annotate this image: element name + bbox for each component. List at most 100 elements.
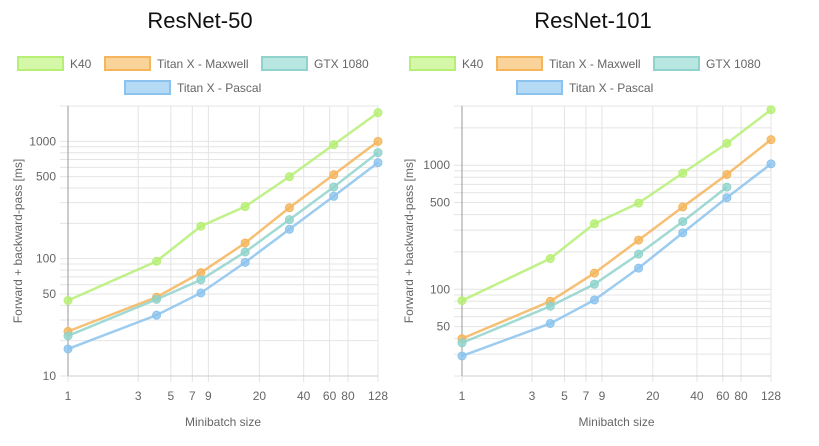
- legend-item[interactable]: GTX 1080: [653, 56, 761, 71]
- data-point[interactable]: [196, 288, 206, 298]
- data-point[interactable]: [545, 301, 555, 311]
- legend-label: GTX 1080: [314, 57, 369, 71]
- x-tick-label: 5: [167, 389, 174, 403]
- data-point[interactable]: [766, 135, 776, 145]
- legend-item[interactable]: GTX 1080: [261, 56, 369, 71]
- data-point[interactable]: [284, 215, 294, 225]
- x-tick-label: 1: [65, 389, 72, 403]
- legend-swatch: [653, 56, 700, 71]
- data-point[interactable]: [373, 158, 383, 168]
- legend-item[interactable]: Titan X - Pascal: [124, 80, 261, 95]
- data-point[interactable]: [722, 138, 732, 148]
- legend-item[interactable]: K40: [17, 56, 92, 71]
- data-point[interactable]: [589, 295, 599, 305]
- data-point[interactable]: [152, 310, 162, 320]
- data-point[interactable]: [589, 268, 599, 278]
- data-point[interactable]: [152, 294, 162, 304]
- x-tick-label: 7: [583, 389, 590, 403]
- x-tick-label: 1: [459, 389, 466, 403]
- data-point[interactable]: [373, 108, 383, 118]
- series-titan-x-maxwell: [457, 135, 776, 344]
- legend-item[interactable]: Titan X - Pascal: [516, 80, 653, 95]
- data-point[interactable]: [152, 256, 162, 266]
- data-point[interactable]: [373, 148, 383, 158]
- data-point[interactable]: [634, 263, 644, 273]
- data-point[interactable]: [240, 257, 250, 267]
- series-gtx-1080: [457, 182, 732, 348]
- data-point[interactable]: [678, 168, 688, 178]
- x-tick-label: 128: [368, 389, 388, 403]
- legend-label: Titan X - Maxwell: [549, 57, 641, 71]
- data-point[interactable]: [329, 140, 339, 150]
- gridlines: [60, 105, 379, 382]
- data-point[interactable]: [373, 136, 383, 146]
- x-tick-label: 5: [561, 389, 568, 403]
- data-point[interactable]: [240, 238, 250, 248]
- legend-swatch: [17, 56, 64, 71]
- series-titan-x-pascal: [63, 158, 383, 354]
- y-tick-label: 500: [430, 196, 450, 210]
- data-point[interactable]: [766, 105, 776, 115]
- y-tick-label: 1000: [423, 158, 450, 172]
- legend-swatch: [124, 80, 171, 95]
- data-point[interactable]: [240, 202, 250, 212]
- series-line: [461, 108, 772, 302]
- data-point[interactable]: [329, 170, 339, 180]
- legend-swatch: [104, 56, 151, 71]
- legend-swatch: [516, 80, 563, 95]
- data-point[interactable]: [457, 338, 467, 348]
- data-point[interactable]: [63, 295, 73, 305]
- data-point[interactable]: [678, 228, 688, 238]
- legend-label: K40: [462, 57, 484, 71]
- data-point[interactable]: [63, 331, 73, 341]
- data-point[interactable]: [196, 275, 206, 285]
- x-axis-label: Minibatch size: [578, 415, 654, 429]
- data-point[interactable]: [240, 247, 250, 257]
- series-k40: [63, 108, 383, 305]
- y-axis-label: Forward + backward-pass [ms]: [11, 159, 25, 323]
- legend-item[interactable]: Titan X - Maxwell: [104, 56, 249, 71]
- data-point[interactable]: [589, 279, 599, 289]
- x-tick-label: 3: [529, 389, 536, 403]
- x-tick-label: 60: [323, 389, 337, 403]
- y-tick-label: 100: [36, 252, 56, 266]
- x-tick-label: 20: [646, 389, 660, 403]
- data-point[interactable]: [634, 235, 644, 245]
- y-tick-label: 50: [437, 320, 451, 334]
- series-titan-x-pascal: [457, 159, 776, 361]
- gridlines: [454, 105, 772, 382]
- y-tick-label: 1000: [29, 134, 56, 148]
- data-point[interactable]: [678, 202, 688, 212]
- x-tick-label: 60: [716, 389, 730, 403]
- data-point[interactable]: [284, 203, 294, 213]
- legend-item[interactable]: Titan X - Maxwell: [496, 56, 641, 71]
- chart-1: ResNet-50 K40 Titan X - Maxwell GTX 1080 Tit…: [11, 8, 388, 429]
- data-point[interactable]: [457, 351, 467, 361]
- data-point[interactable]: [457, 296, 467, 306]
- y-tick-label: 50: [43, 287, 57, 301]
- data-point[interactable]: [634, 249, 644, 259]
- data-point[interactable]: [722, 170, 732, 180]
- x-tick-label: 128: [761, 389, 781, 403]
- data-point[interactable]: [284, 224, 294, 234]
- data-point[interactable]: [722, 193, 732, 203]
- data-point[interactable]: [329, 191, 339, 201]
- data-point[interactable]: [634, 198, 644, 208]
- legend-item[interactable]: K40: [409, 56, 484, 71]
- x-tick-label: 80: [734, 389, 748, 403]
- data-point[interactable]: [545, 318, 555, 328]
- data-point[interactable]: [329, 182, 339, 192]
- x-tick-label: 40: [690, 389, 704, 403]
- data-point[interactable]: [722, 182, 732, 192]
- data-point[interactable]: [545, 254, 555, 264]
- data-point[interactable]: [63, 344, 73, 354]
- data-point[interactable]: [196, 221, 206, 231]
- x-tick-label: 7: [189, 389, 196, 403]
- series-k40: [457, 105, 776, 306]
- data-point[interactable]: [766, 159, 776, 169]
- x-axis-label: Minibatch size: [185, 415, 261, 429]
- data-point[interactable]: [589, 219, 599, 229]
- data-point[interactable]: [678, 217, 688, 227]
- data-point[interactable]: [284, 172, 294, 182]
